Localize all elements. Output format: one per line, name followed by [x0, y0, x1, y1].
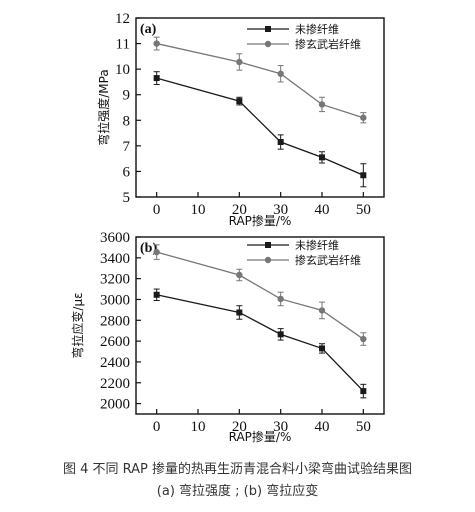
- panel-b-series-basalt-fiber-point: [318, 307, 326, 314]
- panel-b-plot-frame: [135, 236, 385, 415]
- panel-b-series-basalt-fiber-point: [153, 248, 160, 256]
- panel-b-series-no-fiber-point: [277, 331, 284, 338]
- panel-a-series-no-fiber-point: [236, 98, 243, 105]
- panel-b-y-tick-label: 2400: [100, 355, 130, 371]
- panel-a-x-axis-label: RAP掺量/%: [229, 213, 292, 228]
- panel-a-series-no-fiber-point: [277, 139, 284, 146]
- panel-a-x-tick-label: 50: [356, 202, 371, 218]
- panel-a-series-basalt-fiber-line: [156, 42, 364, 119]
- panel-a-series-no-fiber-point: [319, 154, 325, 161]
- panel-a-series-no-fiber-point: [153, 75, 160, 82]
- panel-a-y-tick-label: 7: [123, 139, 131, 155]
- panel-b-legend-marker: [264, 256, 272, 264]
- panel-a-series-no-fiber-point: [360, 172, 367, 179]
- panel-b-y-axis-label: 弯拉应变/με: [70, 292, 85, 358]
- panel-a-legend-marker: [264, 40, 272, 48]
- panel-a-series-basalt-fiber-point: [318, 101, 326, 108]
- panel-b-x-tick-label: 20: [232, 419, 247, 435]
- panel-b-series-no-fiber-point: [236, 309, 243, 316]
- panel-a-x-tick-label: 30: [273, 202, 288, 218]
- panel-b-x-tick-label: 40: [315, 419, 330, 435]
- panel-a-y-tick-label: 8: [123, 113, 131, 129]
- panel-b-series-basalt-fiber-point: [277, 295, 284, 303]
- panel-b-y-tick-label: 2000: [100, 397, 130, 413]
- panel-a-y-tick-label: 12: [115, 11, 130, 27]
- panel-a-legend-marker: [265, 26, 271, 32]
- panel-a-series-basalt-fiber-point: [236, 58, 243, 66]
- panel-b-x-tick-label: 30: [273, 419, 288, 435]
- panel-a-y-axis-label: 弯拉强度/MPa: [96, 69, 111, 145]
- panel-b-series-basalt-fiber-point: [360, 335, 367, 343]
- panel-b-x-tick-label: 10: [191, 419, 206, 435]
- panel-a-y-tick-label: 11: [116, 37, 130, 53]
- panel-b-legend-label: 掺玄武岩纤维: [295, 253, 361, 267]
- panel-a-series-basalt-fiber-point: [277, 70, 284, 77]
- panel-a-y-tick-label: 6: [123, 164, 131, 180]
- panel-a-panel-label: (a): [140, 22, 157, 37]
- panel-a-y-tick-label: 9: [123, 88, 131, 104]
- panel-b-y-tick-label: 3400: [100, 251, 130, 267]
- panel-a-x-tick-label: 40: [315, 202, 330, 218]
- panel-b-panel-label: (b): [140, 241, 157, 256]
- panel-b-y-tick-label: 2800: [100, 313, 130, 329]
- panel-a-x-tick-label: 0: [153, 202, 161, 218]
- figure-caption-title: 图 4 不同 RAP 掺量的热再生沥青混合料小梁弯曲试验结果图: [62, 462, 413, 477]
- panel-a-plot-frame: [135, 17, 385, 198]
- panel-a-series-basalt-fiber-point: [360, 114, 367, 121]
- panel-a-y-tick-label: 10: [115, 62, 130, 78]
- panel-b-x-axis-label: RAP掺量/%: [229, 429, 292, 444]
- figure-canvas: 0 10 20 30 40 50 5 6 7 8 9 10 11 12 RAP掺量/% 弯拉强度/MPa (a)…: [70, 11, 385, 444]
- panel-b-y-tick-label: 3000: [100, 292, 130, 308]
- panel-b-series-no-fiber-point: [319, 345, 325, 352]
- panel-b-y-tick-label: 2200: [100, 376, 130, 392]
- panel-b-series-no-fiber-point: [360, 388, 367, 395]
- panel-b-legend-marker: [265, 242, 271, 248]
- panel-b-y-tick-label: 3600: [100, 230, 130, 246]
- panel-a-x-tick-label: 10: [191, 202, 206, 218]
- panel-b-y-tick-label: 3200: [100, 272, 130, 288]
- panel-a-x-tick-label: 20: [232, 202, 247, 218]
- panel-b-series-no-fiber-point: [153, 291, 160, 298]
- panel-b-x-tick-label: 50: [356, 419, 371, 435]
- panel-a-legend-label: 掺玄武岩纤维: [295, 37, 361, 51]
- panel-b-y-tick-label: 2600: [100, 334, 130, 350]
- panel-a-legend-label: 未掺纤维: [295, 22, 339, 36]
- panel-b-series-no-fiber-line: [156, 294, 364, 392]
- panel-b-series-basalt-fiber-point: [236, 271, 243, 279]
- panel-b-legend-label: 未掺纤维: [295, 238, 339, 252]
- panel-a-y-tick-label: 5: [123, 190, 131, 206]
- panel-a-series-no-fiber-line: [156, 77, 364, 176]
- panel-a-series-basalt-fiber-point: [153, 40, 160, 47]
- figure-caption-subtitle: (a) 弯拉强度 ; (b) 弯拉应变: [156, 484, 319, 499]
- panel-b-x-tick-label: 0: [153, 419, 161, 435]
